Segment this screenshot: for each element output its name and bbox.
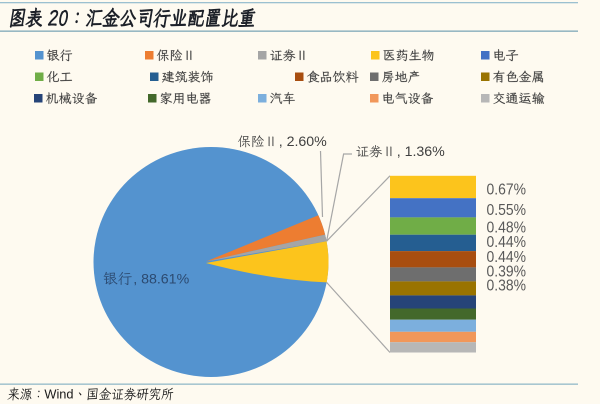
svg-text:0.48%: 0.48% <box>487 219 527 236</box>
svg-text:0.44%: 0.44% <box>487 234 527 251</box>
svg-text:0.55%: 0.55% <box>487 202 527 219</box>
svg-text:Wind: Wind <box>44 387 73 402</box>
svg-text:0.67%: 0.67% <box>487 182 527 199</box>
svg-text:0.44%: 0.44% <box>487 249 527 266</box>
svg-text:0.38%: 0.38% <box>487 277 527 294</box>
svg-text:, 1.36%: , 1.36% <box>397 144 445 160</box>
svg-text:, 88.61%: , 88.61% <box>133 272 189 288</box>
svg-text:, 2.60%: , 2.60% <box>279 134 327 150</box>
svg-text:0.39%: 0.39% <box>487 263 527 280</box>
